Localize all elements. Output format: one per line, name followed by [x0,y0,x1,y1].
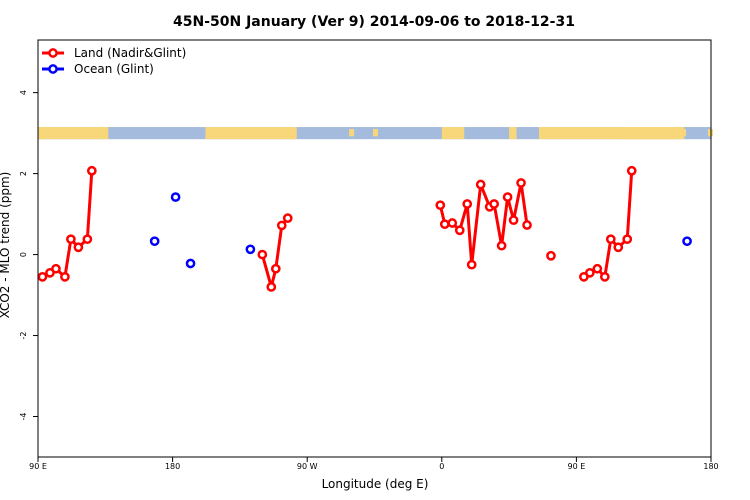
land-data-point [266,282,277,292]
legend-label-ocean: Ocean (Glint) [74,62,154,76]
legend-label-land: Land (Nadir&Glint) [74,46,186,60]
series-layer [37,165,692,292]
legend-marker-ocean [48,64,58,74]
ocean-data-point [245,244,256,255]
land-data-point [622,234,633,245]
land-data-point [435,200,446,211]
map-land [441,127,465,140]
land-data-point [546,250,556,261]
land-series-line [583,170,634,279]
land-data-point [516,178,526,188]
land-data-point [60,271,70,282]
x-tick-label: 180 [165,462,180,471]
land-data-point [270,263,281,274]
land-data-point [605,234,616,245]
x-tick-label: 180 [703,462,718,471]
map-island [372,129,378,137]
land-data-point [502,192,513,202]
map-land [509,127,517,140]
ocean-data-point [185,258,196,269]
land-data-point [73,242,84,253]
land-series-line [41,170,94,279]
land-data-point [462,199,473,209]
map-land [651,127,674,140]
map-island [349,129,355,137]
land-data-point [522,220,532,230]
land-data-point [86,165,97,176]
land-data-point [51,263,61,274]
y-tick-label: 2 [19,171,28,176]
land-data-point [592,263,603,274]
land-data-point [454,225,465,236]
land-data-point [599,271,610,282]
plot-frame [37,39,712,458]
land-data-point [508,215,519,226]
chart-title: 45N-50N January (Ver 9) 2014-09-06 to 20… [173,14,575,30]
land-data-point [613,242,624,253]
land-data-point [66,234,76,245]
map-island [681,129,687,137]
y-tick-label: 0 [19,252,28,257]
ocean-data-point [149,236,160,247]
land-data-point [466,259,477,270]
land-data-point [475,179,486,190]
ocean-data-point [170,192,181,202]
ocean-data-point [682,236,692,247]
y-axis-label: XCO2 - MLO trend (ppm) [0,172,12,319]
x-axis: 90 E 180 90 W 0 90 E 180 [29,457,719,471]
x-axis-label: Longitude (deg E) [322,477,429,491]
land-data-point [282,213,293,223]
land-data-point [82,234,93,245]
x-tick-label: 90 E [29,462,47,471]
legend: Land (Nadir&Glint) Ocean (Glint) [42,46,186,76]
x-tick-label: 90 E [568,462,586,471]
land-data-point [489,199,499,209]
land-data-point [439,219,450,230]
land-data-point [626,165,637,176]
y-tick-label: -2 [19,332,28,340]
map-land [621,127,652,140]
legend-marker-land [48,48,58,58]
x-tick-label: 90 W [297,462,318,471]
y-tick-label: 4 [19,90,28,95]
map-land [38,127,109,140]
land-data-point [496,240,507,251]
x-tick-label: 0 [439,462,444,471]
map-land [205,127,297,140]
map-island [281,129,287,137]
land-data-point [257,249,268,260]
land-data-point [447,218,458,228]
land-data-point [37,271,48,282]
y-tick-label: -4 [19,413,28,421]
map-island [244,129,250,137]
y-axis: -4 -2 0 2 4 [19,90,38,421]
land-data-point [585,267,595,278]
map-strip [38,127,713,140]
land-data-point [276,220,287,231]
